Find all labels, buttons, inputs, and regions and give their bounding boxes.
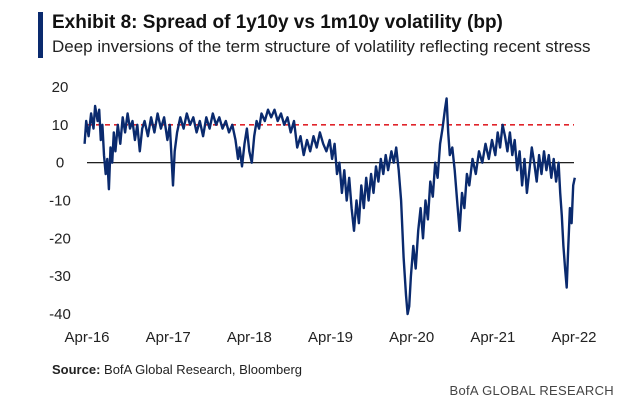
y-tick-label: 10 <box>52 117 69 134</box>
x-tick-label: Apr-20 <box>389 329 434 346</box>
x-axis-ticks: Apr-16 Apr-17 Apr-18 Apr-19 Apr-20 Apr-21 Apr-… <box>64 329 596 346</box>
series-group <box>83 97 576 316</box>
y-tick-label: -30 <box>49 268 71 285</box>
y-axis-ticks: 20 10 0 -10 -20 -30 -40 <box>49 79 71 323</box>
y-tick-label: 20 <box>52 79 69 96</box>
chart-subtitle: Deep inversions of the term structure of… <box>52 37 591 56</box>
source-note: Source: BofA Global Research, Bloomberg <box>52 362 302 377</box>
y-tick-label: 0 <box>56 155 64 172</box>
x-tick-label: Apr-21 <box>470 329 515 346</box>
series-line <box>83 97 576 316</box>
brand-footer: BofA GLOBAL RESEARCH <box>449 383 614 398</box>
x-tick-label: Apr-17 <box>146 329 191 346</box>
y-tick-label: -20 <box>49 230 71 247</box>
x-tick-label: Apr-22 <box>551 329 596 346</box>
chart-title: Exhibit 8: Spread of 1y10y vs 1m10y vola… <box>52 12 503 33</box>
source-text: BofA Global Research, Bloomberg <box>104 362 303 377</box>
x-tick-label: Apr-19 <box>308 329 353 346</box>
y-tick-label: -40 <box>49 306 71 323</box>
x-tick-label: Apr-16 <box>64 329 109 346</box>
x-tick-label: Apr-18 <box>227 329 272 346</box>
y-tick-label: -10 <box>49 193 71 210</box>
reference-lines <box>87 124 574 164</box>
source-label: Source: <box>52 362 101 377</box>
title-accent-bar <box>38 12 43 58</box>
